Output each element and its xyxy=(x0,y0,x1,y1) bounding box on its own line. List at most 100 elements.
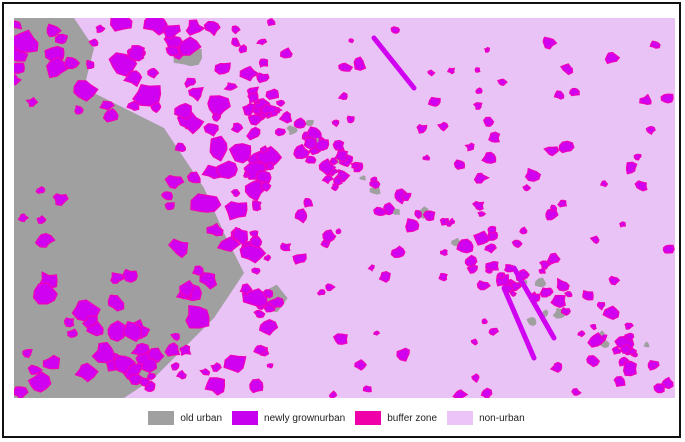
new-urban-patch xyxy=(370,176,378,183)
new-urban-patch xyxy=(67,328,78,339)
new-urban-patch xyxy=(206,222,224,237)
new-urban-patch xyxy=(448,217,456,225)
new-urban-patch xyxy=(88,38,99,47)
linear-urban-feature xyxy=(511,265,557,341)
new-urban-patch xyxy=(162,24,181,39)
new-urban-patch xyxy=(14,20,23,30)
new-urban-patch xyxy=(568,87,580,97)
new-urban-patch xyxy=(613,375,626,387)
new-urban-patch xyxy=(27,371,52,393)
new-urban-patch xyxy=(190,193,222,213)
new-urban-patch xyxy=(265,162,275,171)
new-urban-patch xyxy=(511,239,523,248)
new-urban-patch xyxy=(191,265,205,276)
new-urban-patch xyxy=(589,323,597,331)
new-urban-patch xyxy=(216,160,238,180)
new-urban-patch xyxy=(81,315,98,328)
new-urban-patch xyxy=(64,56,81,70)
new-urban-patch xyxy=(488,131,501,143)
new-urban-patch xyxy=(510,290,517,298)
new-urban-patch xyxy=(52,193,69,207)
new-urban-patch xyxy=(188,86,204,102)
new-urban-patch xyxy=(22,349,33,359)
new-urban-patch xyxy=(473,172,490,184)
new-urban-patch xyxy=(216,236,241,253)
new-urban-patch xyxy=(645,125,656,136)
new-urban-patch xyxy=(122,268,138,283)
new-urban-patch xyxy=(263,254,272,262)
new-urban-patch xyxy=(396,347,410,362)
new-urban-patch xyxy=(422,154,431,161)
new-urban-patch xyxy=(488,327,500,336)
new-urban-patch xyxy=(204,377,226,396)
new-urban-patch xyxy=(322,229,337,243)
new-urban-patch xyxy=(487,225,497,234)
new-urban-patch xyxy=(130,342,150,356)
new-urban-patch xyxy=(649,40,661,49)
new-urban-patch xyxy=(472,200,485,211)
new-urban-patch xyxy=(439,248,448,256)
old-urban-patch xyxy=(554,310,562,317)
legend-item-buffer-zone: buffer zone xyxy=(355,411,437,425)
new-urban-patch xyxy=(203,20,221,37)
new-urban-patch xyxy=(472,102,483,110)
new-urban-patch xyxy=(446,67,456,75)
new-urban-patch xyxy=(325,283,336,292)
new-urban-patch xyxy=(203,123,219,137)
new-urban-patch xyxy=(497,78,508,87)
new-urban-patch xyxy=(107,320,127,342)
new-urban-patch xyxy=(122,321,143,343)
new-urban-patch xyxy=(268,296,285,308)
new-urban-patch xyxy=(294,208,308,224)
new-urban-patch xyxy=(91,341,116,364)
new-urban-patch xyxy=(549,361,563,373)
new-urban-patch xyxy=(223,82,238,91)
new-urban-patch xyxy=(63,317,75,328)
new-urban-patch xyxy=(539,260,552,270)
new-urban-patch xyxy=(571,387,582,396)
new-urban-patch xyxy=(522,184,532,192)
new-urban-patch xyxy=(143,18,168,36)
new-urban-patch xyxy=(662,244,675,254)
new-urban-patch xyxy=(256,72,270,84)
new-urban-patch xyxy=(619,221,626,228)
new-urban-patch xyxy=(337,92,348,101)
new-urban-patch xyxy=(503,264,515,273)
new-urban-patch xyxy=(293,117,307,129)
new-urban-patch xyxy=(185,19,206,36)
new-urban-patch xyxy=(546,252,561,265)
new-urban-patch xyxy=(321,174,334,185)
land-use-map xyxy=(14,18,675,398)
new-urban-patch xyxy=(608,275,621,286)
new-urban-patch xyxy=(328,390,338,398)
new-urban-patch xyxy=(524,167,542,182)
legend-item-newly-grown-urban: newly grownurban xyxy=(232,411,345,425)
old-urban-patch xyxy=(305,119,314,126)
new-urban-patch xyxy=(582,290,594,301)
new-urban-patch xyxy=(46,56,69,79)
new-urban-patch xyxy=(251,267,261,275)
new-urban-patch xyxy=(253,345,269,356)
new-urban-patch xyxy=(471,373,480,383)
new-urban-patch xyxy=(318,158,337,177)
new-urban-patch xyxy=(186,171,201,184)
new-urban-patch xyxy=(242,171,250,179)
legend-swatch-old-urban xyxy=(148,411,175,425)
new-urban-patch xyxy=(373,206,389,217)
new-urban-patch xyxy=(280,242,292,252)
legend-item-old-urban: old urban xyxy=(148,411,222,425)
new-urban-patch xyxy=(95,24,106,33)
new-urban-patch xyxy=(553,90,565,100)
new-urban-patch xyxy=(477,211,487,217)
new-urban-patch xyxy=(238,44,247,54)
new-urban-patch xyxy=(452,389,469,398)
new-urban-patch xyxy=(480,387,493,398)
new-urban-patch xyxy=(303,197,314,208)
new-urban-patch xyxy=(466,264,479,274)
new-urban-patch xyxy=(232,226,249,247)
new-urban-patch xyxy=(165,45,181,57)
new-urban-patch xyxy=(14,73,22,86)
new-urban-patch xyxy=(274,127,286,137)
new-urban-patch xyxy=(279,47,293,59)
new-urban-patch xyxy=(160,191,174,201)
